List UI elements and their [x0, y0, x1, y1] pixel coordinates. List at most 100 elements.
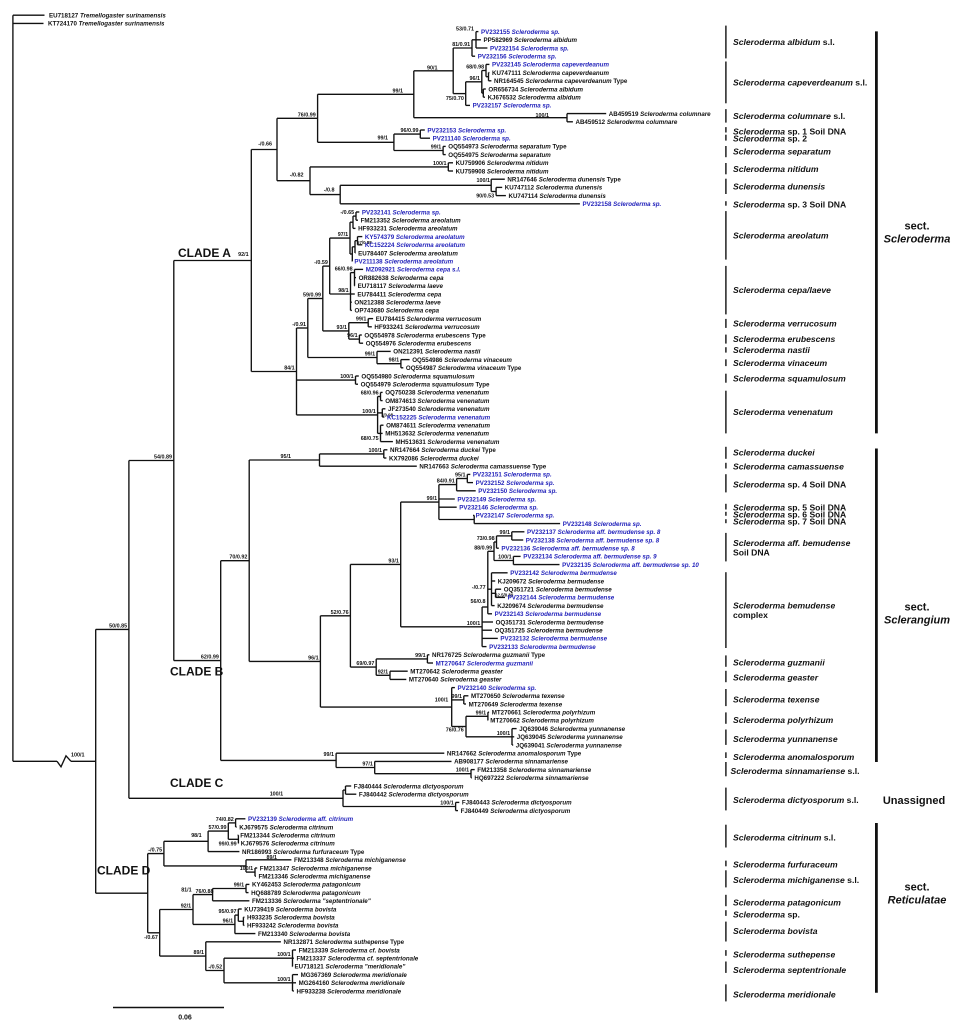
- svg-text:NR147664 Scleroderma duckei Ty: NR147664 Scleroderma duckei Type: [390, 447, 496, 454]
- svg-text:ON212391 Scleroderma nastii: ON212391 Scleroderma nastii: [393, 349, 480, 356]
- svg-text:96/1: 96/1: [347, 333, 358, 339]
- svg-text:97/1: 97/1: [362, 762, 373, 768]
- svg-text:100/1: 100/1: [71, 753, 85, 759]
- svg-text:NR164545 Scleroderma capeverde: NR164545 Scleroderma capeverdeanum Type: [494, 78, 628, 85]
- svg-text:sect.: sect.: [904, 602, 929, 614]
- svg-text:PV232135 Scleroderma aff. berm: PV232135 Scleroderma aff. bermudense sp.…: [562, 562, 699, 569]
- svg-text:95/1: 95/1: [281, 454, 292, 460]
- svg-text:74/0.82: 74/0.82: [216, 817, 234, 823]
- svg-text:KU739419 Scleroderma bovista: KU739419 Scleroderma bovista: [244, 906, 337, 913]
- svg-text:100/1: 100/1: [536, 113, 550, 119]
- svg-text:100/1: 100/1: [456, 768, 470, 774]
- svg-text:AB908177 Scleroderma sinnamari: AB908177 Scleroderma sinnamariense: [454, 759, 568, 766]
- svg-text:-/0.52: -/0.52: [208, 965, 222, 971]
- svg-text:HQ697222 Scleroderma sinnamari: HQ697222 Scleroderma sinnamariense: [474, 775, 589, 782]
- svg-text:KT724170 Tremellogaster surina: KT724170 Tremellogaster surinamensis: [48, 21, 165, 28]
- svg-text:FJ840444 Scleroderma dictyospo: FJ840444 Scleroderma dictyosporum: [354, 783, 464, 790]
- svg-text:complex: complex: [733, 610, 768, 620]
- svg-text:OQ554976 Scleroderma erubescen: OQ554976 Scleroderma erubescens: [366, 341, 472, 348]
- svg-text:99/1: 99/1: [476, 710, 487, 716]
- svg-text:-/0.8: -/0.8: [324, 188, 335, 194]
- svg-text:Scleroderma sp. 5 Soil DNA: Scleroderma sp. 5 Soil DNA: [733, 502, 846, 512]
- svg-text:97/1: 97/1: [338, 232, 349, 238]
- svg-text:PV232153 Scleroderma sp.: PV232153 Scleroderma sp.: [427, 127, 506, 134]
- svg-text:KU747111 Scleroderma capeverde: KU747111 Scleroderma capeverdeanum: [492, 70, 609, 77]
- svg-text:Scleroderma dunensis: Scleroderma dunensis: [733, 181, 825, 191]
- svg-text:Scleroderma guzmanii: Scleroderma guzmanii: [733, 657, 825, 667]
- svg-text:PV232133 Scleroderma bermudens: PV232133 Scleroderma bermudense: [489, 644, 596, 651]
- svg-text:62/0.99: 62/0.99: [201, 655, 219, 661]
- svg-text:-/0.98: -/0.98: [382, 412, 394, 417]
- svg-text:PV232158 Scleroderma sp.: PV232158 Scleroderma sp.: [583, 201, 662, 208]
- svg-text:Scleroderma nitidum: Scleroderma nitidum: [733, 164, 819, 174]
- svg-text:99/1: 99/1: [356, 317, 367, 323]
- svg-text:-/0.77: -/0.77: [472, 585, 486, 591]
- svg-text:81/0.91: 81/0.91: [452, 42, 470, 48]
- svg-text:Scleroderma texense: Scleroderma texense: [733, 694, 820, 704]
- svg-text:100/1: 100/1: [440, 801, 454, 807]
- svg-text:73/0.98: 73/0.98: [477, 536, 495, 542]
- svg-text:PV211138 Scleroderma areolatum: PV211138 Scleroderma areolatum: [354, 259, 453, 266]
- svg-text:75/0.70: 75/0.70: [446, 96, 464, 102]
- svg-text:96/1: 96/1: [470, 76, 481, 82]
- svg-text:81/1: 81/1: [181, 887, 192, 893]
- svg-text:PV232154 Scleroderma sp.: PV232154 Scleroderma sp.: [490, 45, 569, 52]
- svg-text:0.06: 0.06: [178, 1015, 192, 1022]
- svg-text:JQ639041 Scleroderma yunnanens: JQ639041 Scleroderma yunnanense: [516, 742, 622, 749]
- svg-text:Scleroderma columnare s.l.: Scleroderma columnare s.l.: [733, 111, 845, 121]
- svg-text:PV232155 Scleroderma sp.: PV232155 Scleroderma sp.: [481, 29, 560, 36]
- svg-text:MH513632 Scleroderma venenatum: MH513632 Scleroderma venenatum: [385, 431, 489, 438]
- svg-text:100/1: 100/1: [369, 448, 383, 454]
- svg-text:H933235 Scleroderma bovista: H933235 Scleroderma bovista: [247, 915, 335, 922]
- svg-text:Scleroderma cepa/laeve: Scleroderma cepa/laeve: [733, 285, 831, 295]
- svg-text:MH513631 Scleroderma venenatum: MH513631 Scleroderma venenatum: [396, 439, 500, 446]
- svg-text:99/1: 99/1: [427, 496, 438, 502]
- svg-text:69/0.97: 69/0.97: [356, 661, 374, 667]
- svg-text:Scleroderma albidum s.l.: Scleroderma albidum s.l.: [733, 37, 835, 47]
- svg-text:HF933242 Scleroderma bovista: HF933242 Scleroderma bovista: [247, 923, 339, 930]
- svg-text:CLADE B: CLADE B: [170, 665, 224, 679]
- svg-text:56/0.8: 56/0.8: [471, 599, 486, 605]
- svg-text:KU759906 Scleroderma nitidum: KU759906 Scleroderma nitidum: [456, 160, 549, 167]
- svg-text:Scleroderma dictyosporum s.l.: Scleroderma dictyosporum s.l.: [733, 795, 859, 805]
- svg-text:99/1: 99/1: [365, 352, 376, 358]
- svg-text:NR147663 Scleroderma camassuen: NR147663 Scleroderma camassuense Type: [419, 464, 546, 471]
- svg-text:PV232150 Scleroderma sp.: PV232150 Scleroderma sp.: [478, 488, 557, 495]
- svg-text:PV232149 Scleroderma sp.: PV232149 Scleroderma sp.: [457, 496, 536, 503]
- svg-text:99/0.99: 99/0.99: [219, 842, 237, 848]
- svg-text:KJ676532 Scleroderma albidum: KJ676532 Scleroderma albidum: [488, 95, 582, 102]
- svg-text:100/1: 100/1: [477, 178, 491, 184]
- svg-text:PV232145 Scleroderma capeverde: PV232145 Scleroderma capeverdeanum: [492, 62, 609, 69]
- svg-text:KX792086 Scleroderma duckei: KX792086 Scleroderma duckei: [389, 455, 479, 462]
- svg-text:-/0.65: -/0.65: [340, 210, 354, 216]
- svg-text:96/1: 96/1: [308, 655, 319, 661]
- svg-text:HQ688789 Scleroderma patagonic: HQ688789 Scleroderma patagonicum: [251, 890, 361, 897]
- svg-text:100/1: 100/1: [497, 731, 511, 737]
- svg-text:MT270642 Scleroderma geaster: MT270642 Scleroderma geaster: [410, 669, 503, 676]
- svg-text:KJ209674 Scleroderma bermudens: KJ209674 Scleroderma bermudense: [497, 603, 604, 610]
- svg-text:100/1: 100/1: [340, 374, 354, 380]
- svg-text:PV232156 Scleroderma sp.: PV232156 Scleroderma sp.: [478, 54, 557, 61]
- svg-text:84/0.91: 84/0.91: [437, 479, 455, 485]
- svg-text:NR176725 Scleroderma guzmanii: NR176725 Scleroderma guzmanii Type: [432, 652, 546, 659]
- svg-text:90/1: 90/1: [427, 65, 438, 71]
- svg-text:76/0.88: 76/0.88: [196, 889, 214, 895]
- svg-text:57/0.99: 57/0.99: [209, 825, 227, 831]
- svg-text:62.5/0.89: 62.5/0.89: [495, 593, 514, 598]
- svg-text:ON212388 Scleroderma laeve: ON212388 Scleroderma laeve: [354, 300, 441, 307]
- svg-text:Scleroderma sinnamariense s.l.: Scleroderma sinnamariense s.l.: [731, 766, 860, 776]
- svg-text:CLADE C: CLADE C: [170, 776, 224, 790]
- svg-text:100/1: 100/1: [498, 555, 512, 561]
- svg-text:57/0.88: 57/0.88: [357, 240, 372, 245]
- svg-text:PV211140 Scleroderma sp.: PV211140 Scleroderma sp.: [433, 136, 511, 143]
- svg-text:Scleroderma michiganense s.l.: Scleroderma michiganense s.l.: [733, 875, 859, 885]
- svg-text:KU747112 Scleroderma dunensis: KU747112 Scleroderma dunensis: [505, 185, 603, 192]
- svg-text:PV232146 Scleroderma sp.: PV232146 Scleroderma sp.: [459, 505, 538, 512]
- svg-text:FM213347 Scleroderma michigane: FM213347 Scleroderma michiganense: [260, 865, 372, 872]
- svg-text:Scleroderma venenatum: Scleroderma venenatum: [733, 407, 833, 417]
- svg-text:HF933231 Scleroderma areolatum: HF933231 Scleroderma areolatum: [358, 226, 458, 233]
- svg-text:PV232137 Scleroderma aff. berm: PV232137 Scleroderma aff. bermudense sp.…: [527, 529, 661, 536]
- svg-text:KY462453 Scleroderma patagonic: KY462453 Scleroderma patagonicum: [252, 882, 361, 889]
- svg-text:Scleroderma capeverdeanum s.l.: Scleroderma capeverdeanum s.l.: [733, 78, 867, 88]
- svg-text:FM213337 Scleroderma cf. septe: FM213337 Scleroderma cf. septentrionale: [297, 956, 419, 963]
